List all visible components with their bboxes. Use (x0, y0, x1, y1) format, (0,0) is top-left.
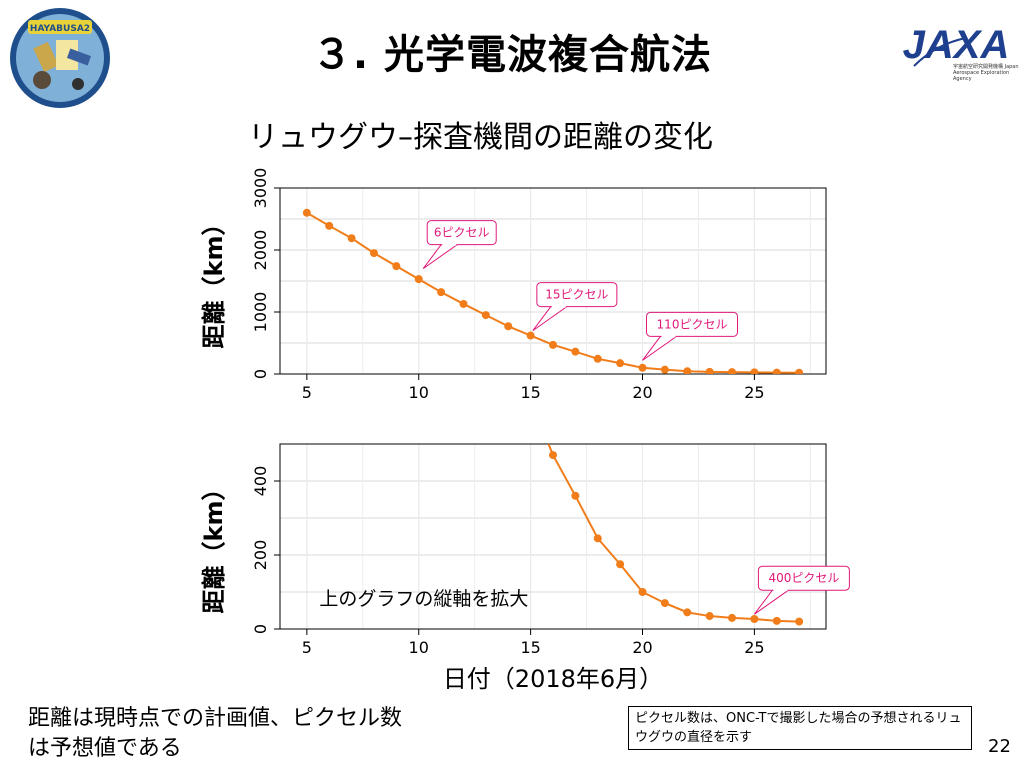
upper-chart: 5 10 15 20 25 0 1000 2000 3000 距離（km） 6ピクセル 15ピクセル 1… (200, 168, 827, 402)
data-point (593, 354, 602, 363)
data-point (571, 491, 580, 500)
chart-subtitle: リュウグウ–探査機間の距離の変化 (248, 120, 713, 155)
x-tick-label: 25 (744, 383, 764, 402)
data-point (593, 534, 602, 543)
slide-title: ３. 光学電波複合航法 (311, 32, 713, 78)
data-point (728, 613, 737, 622)
data-point (414, 275, 423, 284)
data-point (683, 608, 692, 617)
data-point (347, 234, 356, 243)
data-point (795, 368, 804, 374)
data-point (549, 340, 557, 349)
plot-frame (279, 187, 827, 375)
hayabusa2-mission-logo: HAYABUSA2 (10, 8, 110, 108)
callout-label: 6ピクセル (434, 226, 490, 240)
jaxa-logo: JAXA (903, 23, 1010, 67)
data-point (571, 347, 580, 356)
callout-label: 400ピクセル (768, 571, 839, 585)
callout-pointer (753, 589, 790, 615)
data-point (325, 221, 334, 230)
y-tick-label: 2000 (251, 230, 270, 271)
callout-box (426, 220, 497, 246)
callout-box (757, 565, 850, 591)
callout-label: 110ピクセル (657, 317, 728, 331)
note-left: 距離は現時点での計画値、ピクセル数は予想値である (28, 706, 403, 761)
data-point (526, 331, 535, 340)
callout-label: 15ピクセル (545, 288, 608, 302)
data-point (481, 311, 490, 320)
x-tick-label: 5 (302, 383, 312, 402)
y-tick-label: 0 (251, 624, 270, 634)
data-point (750, 368, 759, 374)
callout-pointer (642, 335, 679, 361)
mission-logo-text: HAYABUSA2 (30, 24, 90, 34)
x-tick-label: 20 (632, 638, 652, 657)
data-point (437, 288, 446, 297)
data-point (549, 451, 557, 460)
y-tick-label: 1000 (251, 292, 270, 333)
data-point (705, 612, 714, 621)
x-tick-label: 25 (744, 638, 764, 657)
y-axis-label: 距離（km） (200, 212, 228, 349)
data-point (728, 368, 737, 374)
jaxa-caption: 宇宙航空研究開発機構 Japan Aerospace Exploration A… (953, 64, 1019, 82)
callout-pointer (532, 306, 569, 332)
data-point (660, 365, 669, 374)
x-tick-label: 5 (302, 638, 312, 657)
data-point (638, 588, 647, 596)
page-number: 22 (988, 736, 1011, 757)
data-point (392, 262, 401, 271)
data-point (683, 367, 692, 374)
callout-box (536, 282, 618, 308)
lower-chart: 5 10 15 20 25 0 200 400 距離（km） 日付（2018年6月） 上のグラフの縦… (200, 443, 850, 693)
data-point (459, 299, 468, 308)
callout-pointer (422, 244, 459, 270)
data-point (705, 367, 714, 374)
x-tick-label: 10 (409, 638, 429, 657)
callout-box (646, 311, 739, 337)
y-axis-label: 距離（km） (200, 477, 228, 614)
note-right: ピクセル数は、ONC-Tで撮影した場合の予想されるリュウグウの直径を示す (628, 706, 972, 750)
annotation-text: 上のグラフの縦軸を拡大 (319, 588, 528, 610)
y-tick-label: 400 (251, 466, 270, 497)
x-tick-label: 20 (632, 383, 652, 402)
data-point (750, 615, 759, 624)
x-tick-label: 10 (409, 383, 429, 402)
data-point (772, 368, 781, 374)
data-point (302, 208, 311, 217)
data-point (795, 617, 804, 626)
y-tick-label: 3000 (251, 168, 270, 209)
y-tick-label: 0 (251, 369, 270, 379)
data-point (504, 322, 513, 331)
data-point (369, 249, 378, 258)
x-axis-label: 日付（2018年6月） (443, 665, 663, 693)
x-tick-label: 15 (520, 383, 540, 402)
data-point (638, 363, 647, 372)
plot-frame (279, 443, 827, 630)
data-point (616, 560, 625, 569)
data-point (616, 359, 625, 368)
y-tick-label: 200 (251, 540, 270, 571)
x-tick-label: 15 (520, 638, 540, 657)
data-point (660, 599, 669, 608)
data-point (772, 616, 781, 625)
